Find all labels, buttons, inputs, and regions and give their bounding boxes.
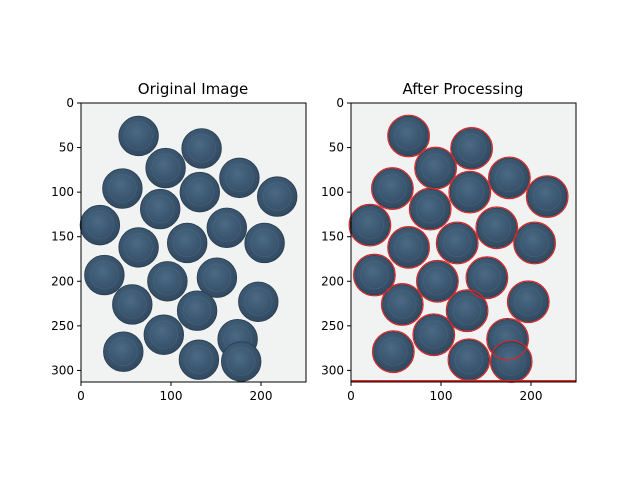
coin-inner-ring — [108, 174, 137, 203]
coin-outline — [445, 289, 489, 333]
coin-outline — [380, 283, 424, 326]
coin-inner-ring — [520, 228, 549, 258]
coin-outline — [416, 259, 459, 303]
coin-outline — [450, 127, 494, 170]
coin-inner-ring — [514, 287, 543, 316]
coin-inner-ring — [482, 213, 511, 242]
coin-inner-ring — [394, 233, 423, 262]
y-tick-label: 200 — [321, 274, 344, 288]
y-tick-label: 300 — [321, 363, 344, 377]
panel-title-processed: After Processing — [403, 80, 524, 98]
panel-title-original: Original Image — [138, 80, 248, 98]
coin-inner-ring — [263, 182, 292, 211]
y-tick-label: 100 — [51, 185, 74, 199]
coin-outline — [475, 206, 519, 250]
coin-inner-ring — [419, 320, 448, 349]
coin-inner-ring — [124, 121, 153, 151]
coin-inner-ring — [124, 233, 153, 262]
coin-inner-ring — [454, 345, 484, 374]
x-tick-label: 100 — [160, 389, 183, 403]
coin-outline — [465, 256, 509, 300]
coin-inner-ring — [187, 134, 216, 163]
axes-frame — [80, 102, 307, 383]
coin-inner-ring — [151, 153, 180, 183]
coin-inner-ring — [184, 345, 214, 374]
coin-inner-ring — [149, 320, 178, 349]
coin-inner-ring — [452, 296, 482, 325]
y-tick-label: 200 — [51, 274, 74, 288]
coin-inner-ring — [202, 263, 232, 292]
coin-outline — [412, 313, 456, 357]
y-tick-label: 0 — [66, 96, 74, 110]
coin-outline — [348, 203, 392, 247]
y-tick-label: 300 — [51, 363, 74, 377]
coin-inner-ring — [388, 290, 417, 319]
coin-outline — [435, 221, 479, 265]
coin-outline — [448, 170, 492, 214]
coin-inner-ring — [182, 296, 212, 325]
after-processing-panel: After Processing 0 100 200 0 50 100 150 200 250 3… — [321, 80, 577, 403]
coin-inner-ring — [90, 260, 119, 290]
coin-inner-ring — [394, 121, 423, 151]
coin-inner-ring — [423, 267, 452, 296]
coin-inner-ring — [146, 194, 175, 224]
x-tick-label: 0 — [77, 389, 85, 403]
y-tick-label: 250 — [321, 319, 344, 333]
coin-outline — [408, 187, 452, 231]
coin-inner-ring — [421, 153, 450, 183]
coin-inner-ring — [379, 337, 408, 366]
coin-inner-ring — [185, 177, 214, 207]
coin-inner-ring — [360, 260, 389, 290]
x-tick-label: 200 — [250, 389, 273, 403]
coin-inner-ring — [250, 228, 279, 258]
coin-inner-ring — [472, 263, 502, 292]
coin-outline — [387, 226, 431, 269]
y-tick-label: 100 — [321, 185, 344, 199]
coin-inner-ring — [497, 347, 526, 376]
coin-inner-ring — [455, 177, 484, 207]
x-tick-label: 0 — [347, 389, 355, 403]
coin-inner-ring — [173, 228, 202, 258]
coin-inner-ring — [225, 163, 254, 193]
coin-inner-ring — [416, 194, 445, 224]
coin-inner-ring — [355, 210, 385, 240]
y-tick-label: 50 — [59, 141, 74, 155]
coin-inner-ring — [212, 213, 241, 242]
coin-outline — [371, 330, 415, 374]
coin-inner-ring — [109, 337, 138, 366]
x-tick-label: 100 — [430, 389, 453, 403]
coin-outline — [387, 114, 431, 158]
coin-inner-ring — [457, 134, 486, 163]
y-tick-label: 150 — [51, 230, 74, 244]
y-tick-label: 150 — [321, 230, 344, 244]
y-tick-label: 50 — [329, 141, 344, 155]
coin-inner-ring — [495, 163, 524, 193]
x-tick-label: 200 — [520, 389, 543, 403]
coin-outline — [513, 221, 556, 265]
coin-inner-ring — [443, 228, 472, 258]
coin-inner-ring — [378, 174, 407, 203]
y-tick-label: 250 — [51, 319, 74, 333]
coin-inner-ring — [85, 210, 115, 240]
coin-inner-ring — [533, 182, 562, 211]
original-image-panel: Original Image 0 100 200 0 50 100 150 200 250 300 — [51, 80, 307, 403]
coin-inner-ring — [227, 347, 256, 376]
coin-outline — [488, 156, 531, 200]
coin-outline — [486, 317, 530, 361]
coin-inner-ring — [244, 287, 273, 316]
coin-outline — [353, 253, 396, 297]
coin-outline — [525, 175, 569, 218]
y-tick-label: 0 — [336, 96, 344, 110]
coin-outline — [371, 167, 414, 210]
coin-inner-ring — [153, 267, 182, 296]
axes-frame — [350, 102, 577, 383]
coin-inner-ring — [118, 290, 147, 319]
coin-outline — [506, 280, 550, 324]
